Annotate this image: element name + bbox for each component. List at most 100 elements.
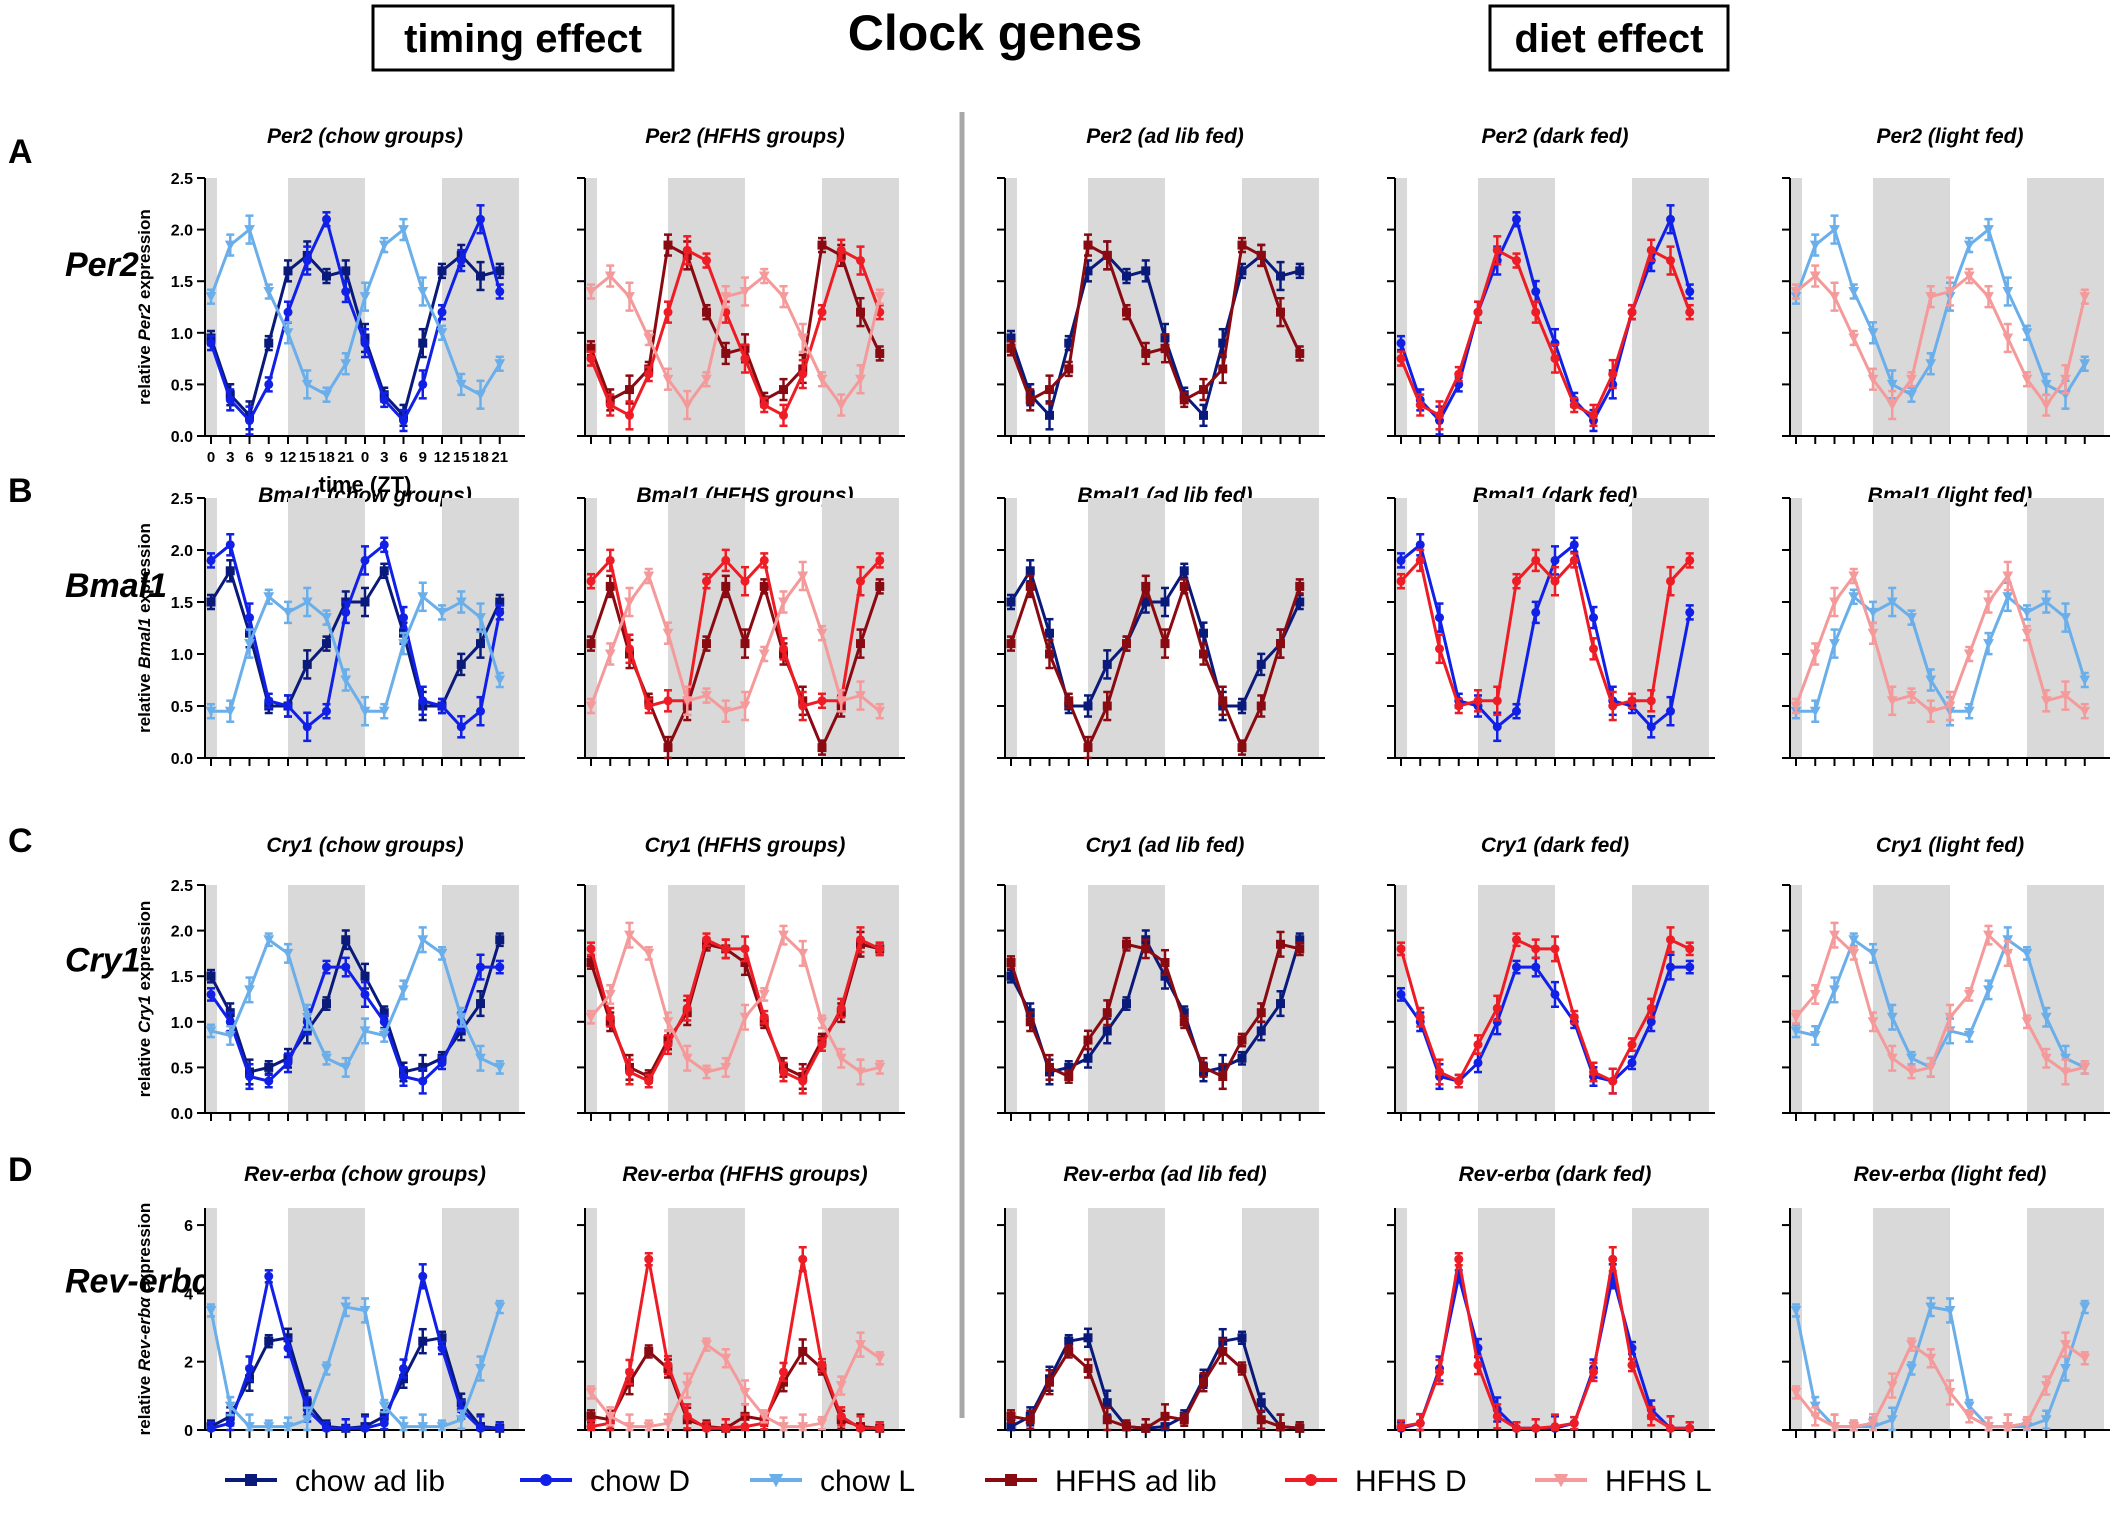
data-point-chow_adlib	[1006, 1422, 1016, 1432]
series-line-chow_L	[209, 1305, 502, 1429]
panel-title: Per2 (light fed)	[1876, 125, 2023, 148]
panel-title: Per2 (ad lib fed)	[1086, 125, 1244, 148]
panel-title: Cry1 (chow groups)	[266, 834, 463, 857]
light-phase-edge	[585, 498, 597, 758]
x-tick-label: 15	[453, 449, 470, 466]
data-point-chow_L	[417, 592, 429, 603]
light-phase-edge	[1790, 178, 1802, 436]
data-point-hfhs_L	[835, 1053, 847, 1064]
data-point-chow_D	[1396, 989, 1406, 999]
data-point-hfhs_L	[701, 374, 712, 385]
data-point-hfhs_adlib	[702, 307, 711, 317]
data-point-hfhs_L	[1809, 271, 1821, 282]
data-point-chow_L	[205, 1026, 217, 1037]
data-point-hfhs_adlib	[1199, 1377, 1208, 1387]
data-point-hfhs_D	[1396, 1422, 1406, 1432]
data-point-chow_D	[437, 307, 447, 317]
data-point-hfhs_D	[817, 696, 827, 706]
data-point-chow_L	[282, 607, 294, 618]
data-point-chow_L	[301, 1012, 313, 1023]
light-phase-edge	[585, 1208, 597, 1430]
data-point-hfhs_D	[702, 576, 711, 586]
data-point-chow_D	[245, 416, 254, 426]
data-point-hfhs_D	[1396, 576, 1406, 586]
data-point-hfhs_L	[874, 1062, 886, 1073]
data-point-hfhs_adlib	[644, 1346, 654, 1356]
data-point-hfhs_L	[1944, 1012, 1956, 1023]
data-point-chow_D	[360, 555, 370, 565]
panel-title: Rev-erbα (light fed)	[1854, 1163, 2047, 1186]
data-point-chow_adlib	[1102, 1026, 1112, 1036]
data-point-hfhs_D	[1646, 245, 1656, 255]
data-point-chow_adlib	[1083, 701, 1093, 711]
data-point-hfhs_D	[1550, 944, 1560, 954]
diet-effect-label: diet effect	[1515, 17, 1704, 61]
diet-effect-box	[1488, 4, 1730, 72]
data-point-chow_D	[418, 379, 428, 389]
dark-phase-band	[1088, 1208, 1165, 1430]
data-point-chow_D	[1550, 989, 1560, 999]
data-point-chow_D	[360, 1423, 370, 1433]
data-point-hfhs_D	[1627, 1360, 1637, 1370]
data-point-hfhs_L	[835, 696, 847, 707]
data-point-hfhs_L	[624, 597, 635, 608]
data-point-hfhs_D	[1435, 410, 1444, 420]
data-point-hfhs_adlib	[1160, 1411, 1170, 1421]
data-point-hfhs_D	[1435, 1067, 1444, 1077]
data-point-chow_L	[475, 390, 486, 401]
data-point-hfhs_D	[759, 400, 769, 410]
data-point-hfhs_L	[624, 930, 635, 941]
data-point-hfhs_D	[644, 701, 654, 711]
data-point-chow_D	[225, 540, 235, 550]
data-point-chow_adlib	[1276, 271, 1285, 281]
legend-label: chow ad lib	[295, 1465, 445, 1498]
legend-label: HFHS D	[1355, 1465, 1467, 1498]
series-line-hfhs_L	[1794, 572, 2086, 713]
data-point-hfhs_D	[836, 1411, 846, 1421]
data-point-chow_L	[436, 607, 448, 618]
data-point-hfhs_L	[1809, 1411, 1821, 1422]
data-point-chow_adlib	[1102, 1398, 1112, 1408]
data-point-chow_adlib	[476, 999, 485, 1009]
data-point-chow_D	[379, 1017, 389, 1027]
series-line-hfhs_L	[590, 273, 882, 408]
data-point-hfhs_L	[797, 333, 809, 344]
y-axis-label: relative Rev-erbα expression	[135, 1203, 154, 1436]
data-point-chow_adlib	[1218, 338, 1228, 348]
panel-A-5: Per2 (light fed)	[1782, 125, 2110, 444]
data-point-hfhs_L	[874, 1353, 886, 1364]
data-point-chow_D	[341, 607, 351, 617]
data-point-hfhs_L	[720, 292, 732, 303]
data-point-hfhs_L	[758, 989, 770, 1000]
data-point-hfhs_adlib	[1179, 1017, 1189, 1027]
data-point-hfhs_adlib	[1006, 958, 1016, 968]
data-point-hfhs_D	[663, 1360, 673, 1370]
data-point-hfhs_L	[643, 1422, 655, 1432]
data-point-chow_L	[494, 1062, 506, 1073]
data-point-hfhs_L	[816, 1017, 828, 1028]
data-point-hfhs_L	[2040, 400, 2052, 411]
data-point-hfhs_D	[1646, 696, 1656, 706]
series-line-chow_adlib	[1009, 935, 1302, 1074]
data-point-hfhs_D	[625, 1367, 634, 1377]
data-point-hfhs_D	[1608, 701, 1618, 711]
data-point-chow_D	[341, 287, 351, 297]
data-point-chow_adlib	[456, 659, 466, 669]
series-line-hfhs_adlib	[1010, 1349, 1300, 1430]
data-point-chow_D	[1512, 706, 1521, 716]
data-point-chow_adlib	[206, 971, 216, 981]
x-tick-label: 12	[280, 449, 297, 466]
data-point-hfhs_adlib	[1122, 1422, 1131, 1432]
data-point-hfhs_D	[1531, 307, 1541, 317]
light-phase-edge	[1005, 1208, 1017, 1430]
data-point-hfhs_D	[1473, 1040, 1483, 1050]
data-point-chow_L	[455, 1415, 467, 1426]
data-point-chow_D	[302, 256, 312, 266]
panel-title: Rev-erbα (chow groups)	[244, 1163, 486, 1186]
data-point-hfhs_L	[1906, 374, 1917, 385]
data-point-hfhs_L	[778, 597, 789, 608]
data-point-hfhs_D	[702, 256, 711, 266]
data-point-hfhs_D	[1666, 1423, 1675, 1433]
dark-phase-band	[1242, 498, 1319, 758]
data-point-chow_adlib	[1256, 1398, 1266, 1408]
